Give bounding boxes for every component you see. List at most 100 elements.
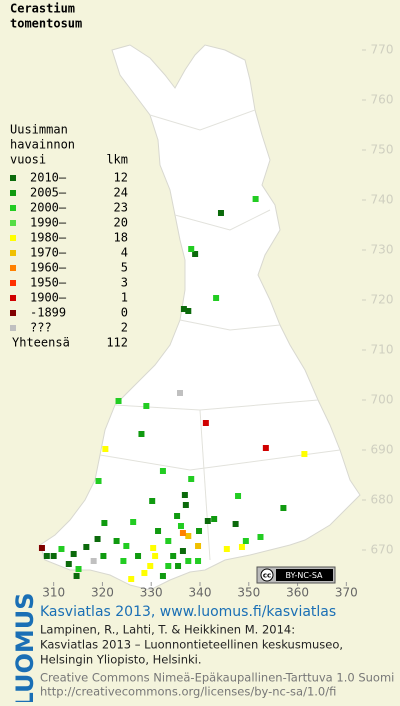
x-tick-label: 350: [237, 586, 260, 600]
observation: [165, 538, 172, 544]
legend-total-label: Yhteensä: [12, 336, 70, 350]
observation: [95, 478, 102, 484]
legend-label: -1899: [30, 306, 66, 320]
legend-label: 1970–: [30, 246, 67, 260]
observation: [179, 530, 186, 536]
observation: [301, 451, 308, 457]
legend-swatch: [10, 265, 16, 271]
observation: [115, 398, 122, 404]
y-tick-label: 710: [371, 343, 394, 357]
legend-count: 1: [121, 291, 128, 305]
observation: [83, 544, 90, 550]
observation: [182, 502, 189, 508]
legend-label: 2010–: [30, 171, 67, 185]
legend-total: 112: [106, 336, 128, 350]
legend-swatch: [10, 295, 16, 301]
observation: [188, 476, 195, 482]
observation: [73, 573, 80, 579]
observation: [70, 551, 77, 557]
observation: [217, 210, 224, 216]
observation: [180, 306, 187, 312]
legend-label: 1950–: [30, 276, 67, 290]
observation: [159, 573, 166, 579]
observation: [213, 295, 220, 301]
observation: [185, 558, 192, 564]
observation: [141, 570, 148, 576]
legend-swatch: [10, 220, 16, 226]
y-tick-label: 690: [371, 443, 394, 457]
legend-count: 23: [114, 201, 128, 215]
legend-label: 1960–: [30, 261, 67, 275]
observation: [149, 498, 156, 504]
license-url[interactable]: http://creativecommons.org/licenses/by-n…: [40, 685, 336, 699]
observation: [123, 543, 130, 549]
observation: [155, 528, 162, 534]
legend-swatch: [10, 310, 16, 316]
observation: [195, 558, 202, 564]
observation: [179, 548, 186, 554]
legend-label: 1900–: [30, 291, 67, 305]
observation: [280, 505, 287, 511]
legend-count-heading: lkm: [106, 153, 128, 167]
x-tick-label: 330: [140, 586, 163, 600]
legend: Uusimman havainnon vuosi lkm Yhteensä 11…: [10, 123, 128, 350]
observation: [152, 553, 159, 559]
title-line: Cerastium: [10, 2, 75, 16]
observation: [232, 521, 239, 527]
province-borders: [99, 109, 341, 561]
observation: [113, 538, 120, 544]
observation: [65, 561, 72, 567]
observation: [120, 558, 127, 564]
observation: [58, 546, 65, 552]
observation: [196, 528, 203, 534]
legend-swatch: [10, 235, 16, 241]
observation: [257, 534, 264, 540]
legend-swatch: [10, 190, 16, 196]
observation: [175, 563, 182, 569]
x-tick-label: 320: [91, 586, 114, 600]
footer-link[interactable]: Kasviatlas 2013, www.luomus.fi/kasviatla…: [40, 604, 336, 620]
legend-count: 2: [121, 321, 128, 335]
observation: [147, 563, 154, 569]
legend-count: 24: [114, 186, 128, 200]
axis-ticks: 310 320 330 340 350 360 3706706806907007107207…: [42, 43, 393, 600]
observation: [204, 518, 211, 524]
y-tick-label: 720: [371, 293, 394, 307]
observation: [235, 493, 242, 499]
badge-circle: [260, 568, 274, 582]
y-tick-label: 760: [371, 93, 394, 107]
observation: [130, 519, 137, 525]
legend-heading: havainnon: [10, 138, 75, 152]
legend-label: 2005–: [30, 186, 67, 200]
observation: [38, 545, 45, 551]
logo: LUOMUS: [11, 593, 39, 702]
citation: Kasviatlas 2013 – Luonnontieteellinen ke…: [40, 638, 343, 652]
legend-swatch: [10, 205, 16, 211]
legend-heading: Uusimman: [10, 123, 68, 137]
observations: [38, 196, 308, 582]
legend-swatch: [10, 280, 16, 286]
observation: [174, 513, 181, 519]
license-text: Creative Commons Nimeä-Epäkaupallinen-Ta…: [40, 671, 394, 685]
legend-label: 2000–: [30, 201, 67, 215]
x-tick-label: 340: [189, 586, 212, 600]
observation: [43, 553, 50, 559]
legend-swatch: [10, 325, 16, 331]
observation: [252, 196, 259, 202]
y-tick-label: 730: [371, 243, 394, 257]
observation: [128, 576, 135, 582]
footer: Kasviatlas 2013, www.luomus.fi/kasviatla…: [40, 604, 394, 699]
y-tick-label: 770: [371, 43, 394, 57]
observation: [50, 553, 57, 559]
observation: [90, 558, 97, 564]
observation: [223, 546, 230, 552]
observation: [202, 420, 209, 426]
observation: [211, 516, 218, 522]
x-tick-label: 360: [286, 586, 309, 600]
observation: [150, 545, 157, 551]
title: Cerastium tomentosum: [10, 2, 82, 31]
y-tick-label: 680: [371, 493, 394, 507]
legend-count: 5: [121, 261, 128, 275]
observation: [138, 431, 145, 437]
observation: [135, 553, 142, 559]
